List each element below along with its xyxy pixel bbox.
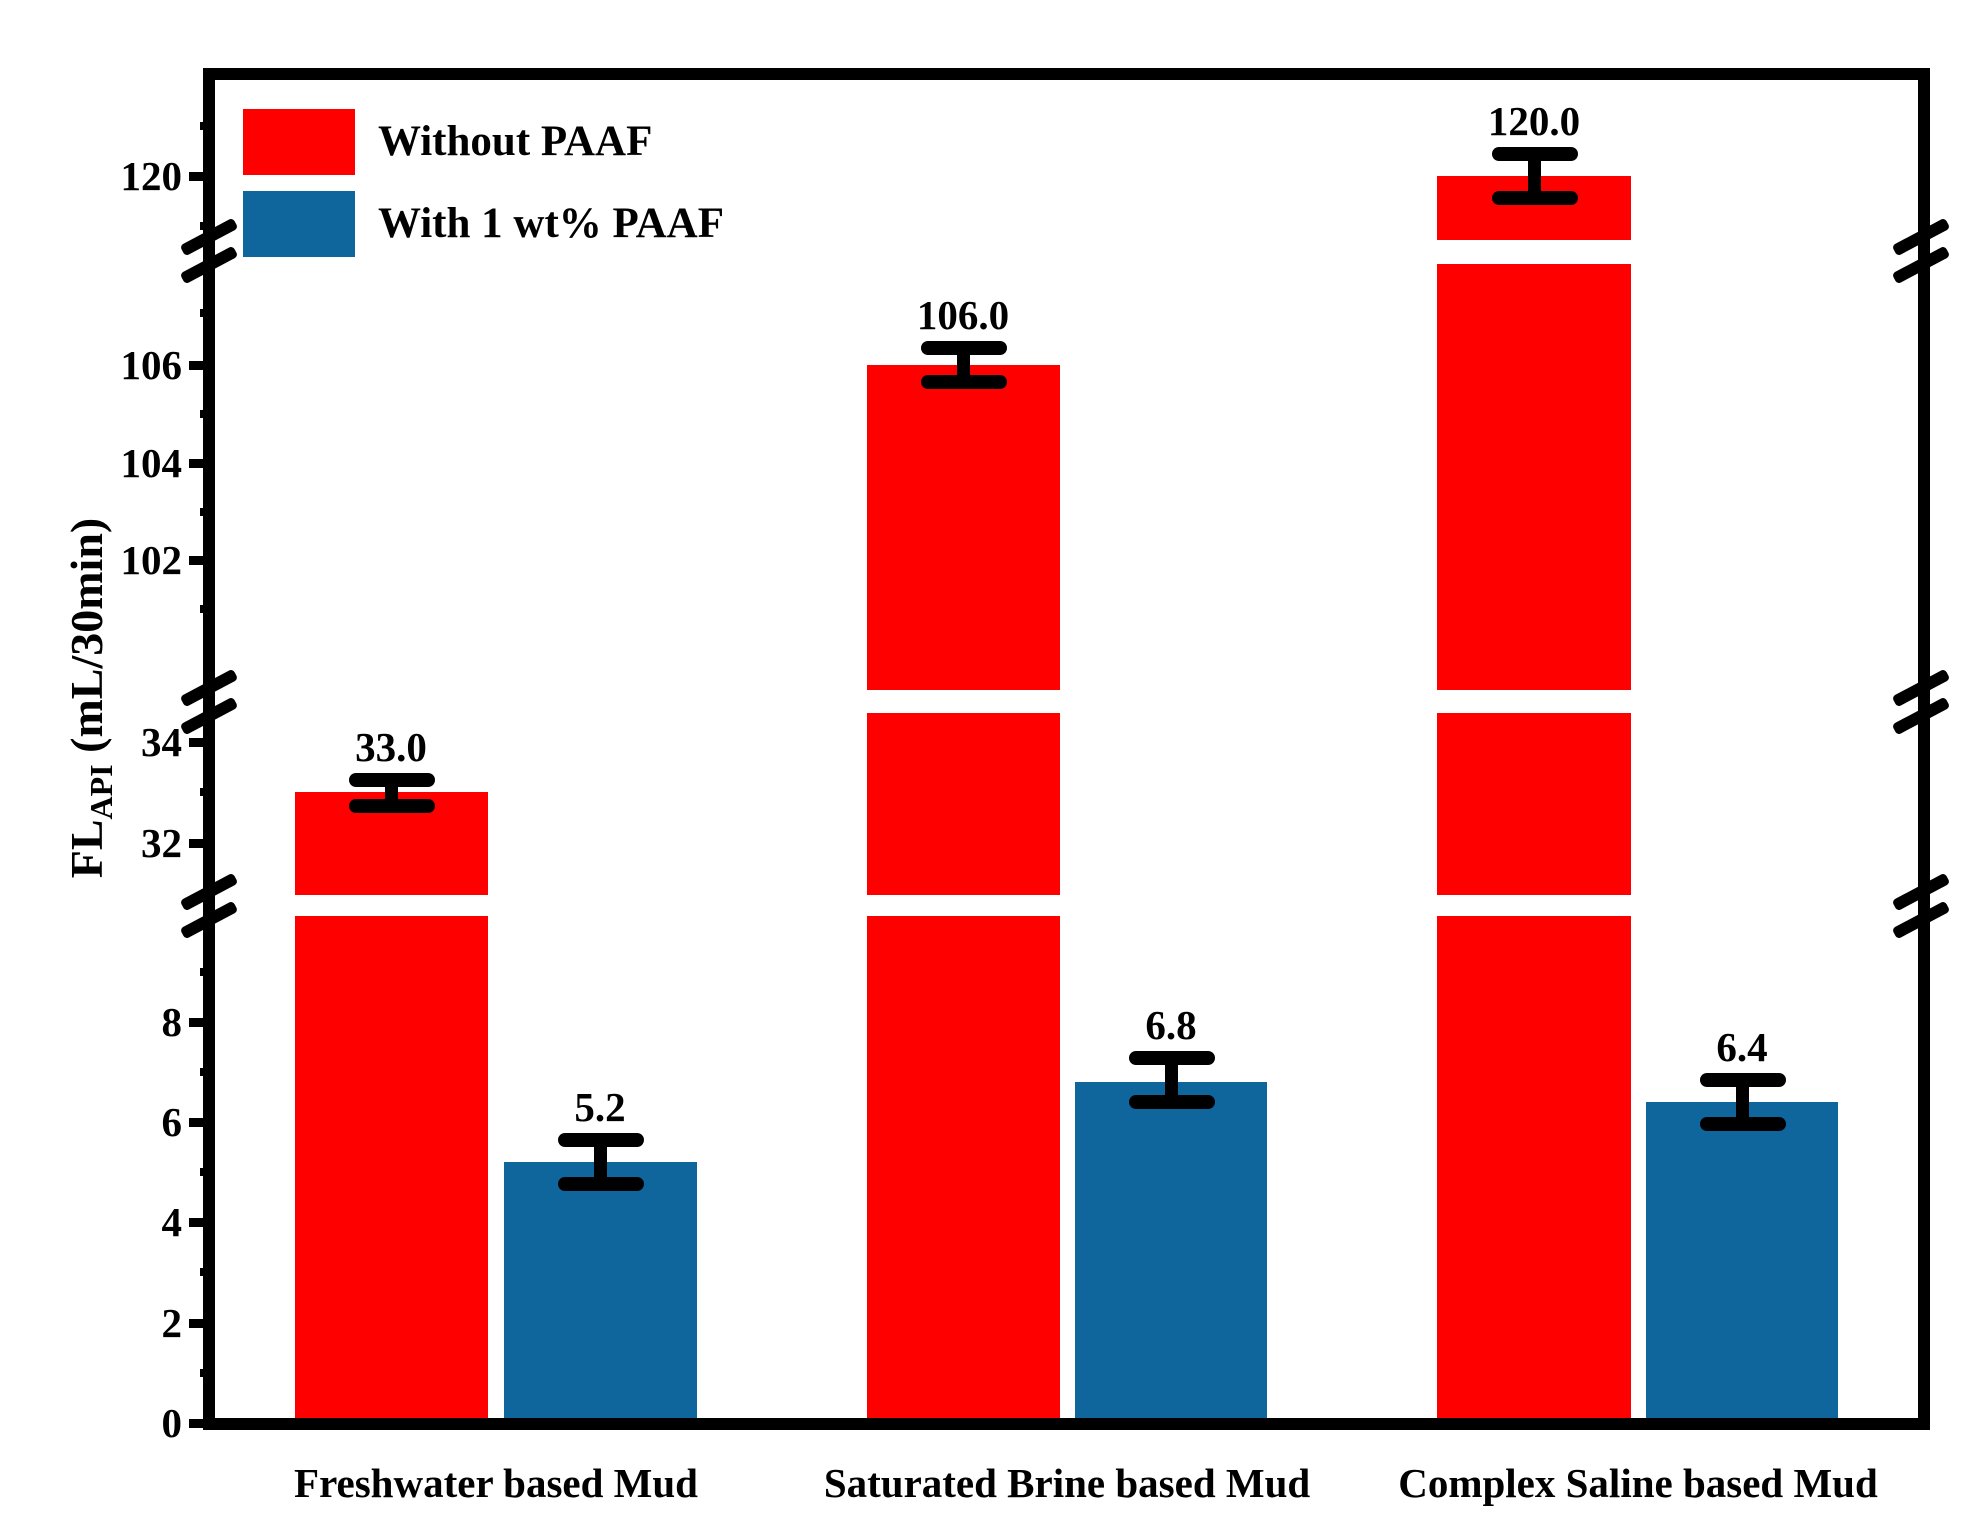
- bar-value-label: 106.0: [916, 292, 1010, 338]
- y-tick-minor: [200, 1268, 215, 1276]
- y-tick-label: 106: [120, 342, 183, 388]
- error-bar-cap: [1492, 191, 1578, 205]
- y-tick-minor: [200, 410, 215, 418]
- error-bar-cap: [1129, 1095, 1215, 1109]
- plot-area-border: [203, 68, 1930, 1430]
- y-tick-major: [189, 1018, 215, 1027]
- error-bar-cap: [558, 1177, 644, 1191]
- y-tick-major: [189, 556, 215, 565]
- y-tick-label: 8: [161, 999, 183, 1045]
- error-bar-stem: [1165, 1058, 1178, 1102]
- y-tick-label: 6: [161, 1099, 183, 1145]
- y-tick-minor: [200, 1369, 215, 1377]
- error-bar-stem: [1736, 1080, 1749, 1124]
- bar-value-label: 6.8: [1145, 1002, 1197, 1048]
- legend-swatch-without-paaf: [243, 109, 355, 175]
- bar-value-label: 33.0: [355, 724, 427, 770]
- y-tick-label: 32: [141, 820, 182, 866]
- bar-value-label: 5.2: [574, 1084, 626, 1130]
- y-tick-minor: [200, 1168, 215, 1176]
- x-category-label: Complex Saline based Mud: [1398, 1460, 1878, 1506]
- x-category-label: Freshwater based Mud: [294, 1460, 698, 1506]
- bar-value-label: 6.4: [1716, 1024, 1768, 1070]
- bar-with-paaf-saturated-brine: [1075, 1082, 1267, 1418]
- y-tick-minor: [200, 1068, 215, 1076]
- legend-label-without-paaf: Without PAAF: [378, 118, 653, 165]
- error-bar-stem: [957, 348, 970, 382]
- bar-value-label: 120.0: [1487, 98, 1581, 144]
- y-tick-major: [189, 459, 215, 468]
- y-tick-label: 34: [141, 719, 182, 765]
- error-bar-cap: [1700, 1117, 1786, 1131]
- y-tick-label: 102: [120, 537, 183, 583]
- legend-label-with-paaf: With 1 wt% PAAF: [378, 200, 724, 247]
- y-tick-minor: [200, 222, 215, 230]
- y-tick-minor: [200, 309, 215, 317]
- y-tick-minor: [200, 605, 215, 613]
- y-tick-major: [189, 1118, 215, 1127]
- legend-swatch-with-paaf: [243, 191, 355, 257]
- bar-with-paaf-complex-saline: [1646, 1102, 1838, 1418]
- error-bar-cap: [921, 375, 1007, 389]
- y-tick-label: 0: [161, 1400, 183, 1446]
- y-tick-major: [189, 1419, 215, 1428]
- error-bar-cap: [349, 799, 435, 813]
- y-tick-minor: [200, 122, 215, 130]
- bar-without-paaf-complex-saline: [1437, 176, 1631, 1418]
- y-tick-major: [189, 839, 215, 848]
- y-tick-major: [189, 1218, 215, 1227]
- y-tick-minor: [200, 788, 215, 796]
- y-tick-minor: [200, 508, 215, 516]
- y-tick-major: [189, 172, 215, 181]
- error-bar-stem: [594, 1140, 607, 1184]
- bar-without-paaf-freshwater: [295, 792, 488, 1418]
- y-tick-minor: [200, 968, 215, 976]
- y-tick-label: 4: [161, 1199, 183, 1245]
- error-bar-stem: [1528, 154, 1541, 198]
- y-tick-major: [189, 361, 215, 370]
- y-tick-label: 104: [120, 440, 183, 486]
- axis-break-band-middle: [216, 690, 1914, 713]
- y-tick-major: [189, 1319, 215, 1328]
- y-tick-major: [189, 738, 215, 747]
- bar-without-paaf-saturated-brine: [867, 365, 1060, 1418]
- y-tick-label: 120: [120, 153, 183, 199]
- axis-break-band-bottom: [216, 895, 1914, 916]
- x-category-label: Saturated Brine based Mud: [823, 1460, 1311, 1506]
- bar-with-paaf-freshwater: [504, 1162, 697, 1418]
- y-tick-label: 2: [161, 1300, 183, 1346]
- axis-break-band-top: [216, 240, 1914, 264]
- y-axis-title-subscript: API: [83, 764, 119, 820]
